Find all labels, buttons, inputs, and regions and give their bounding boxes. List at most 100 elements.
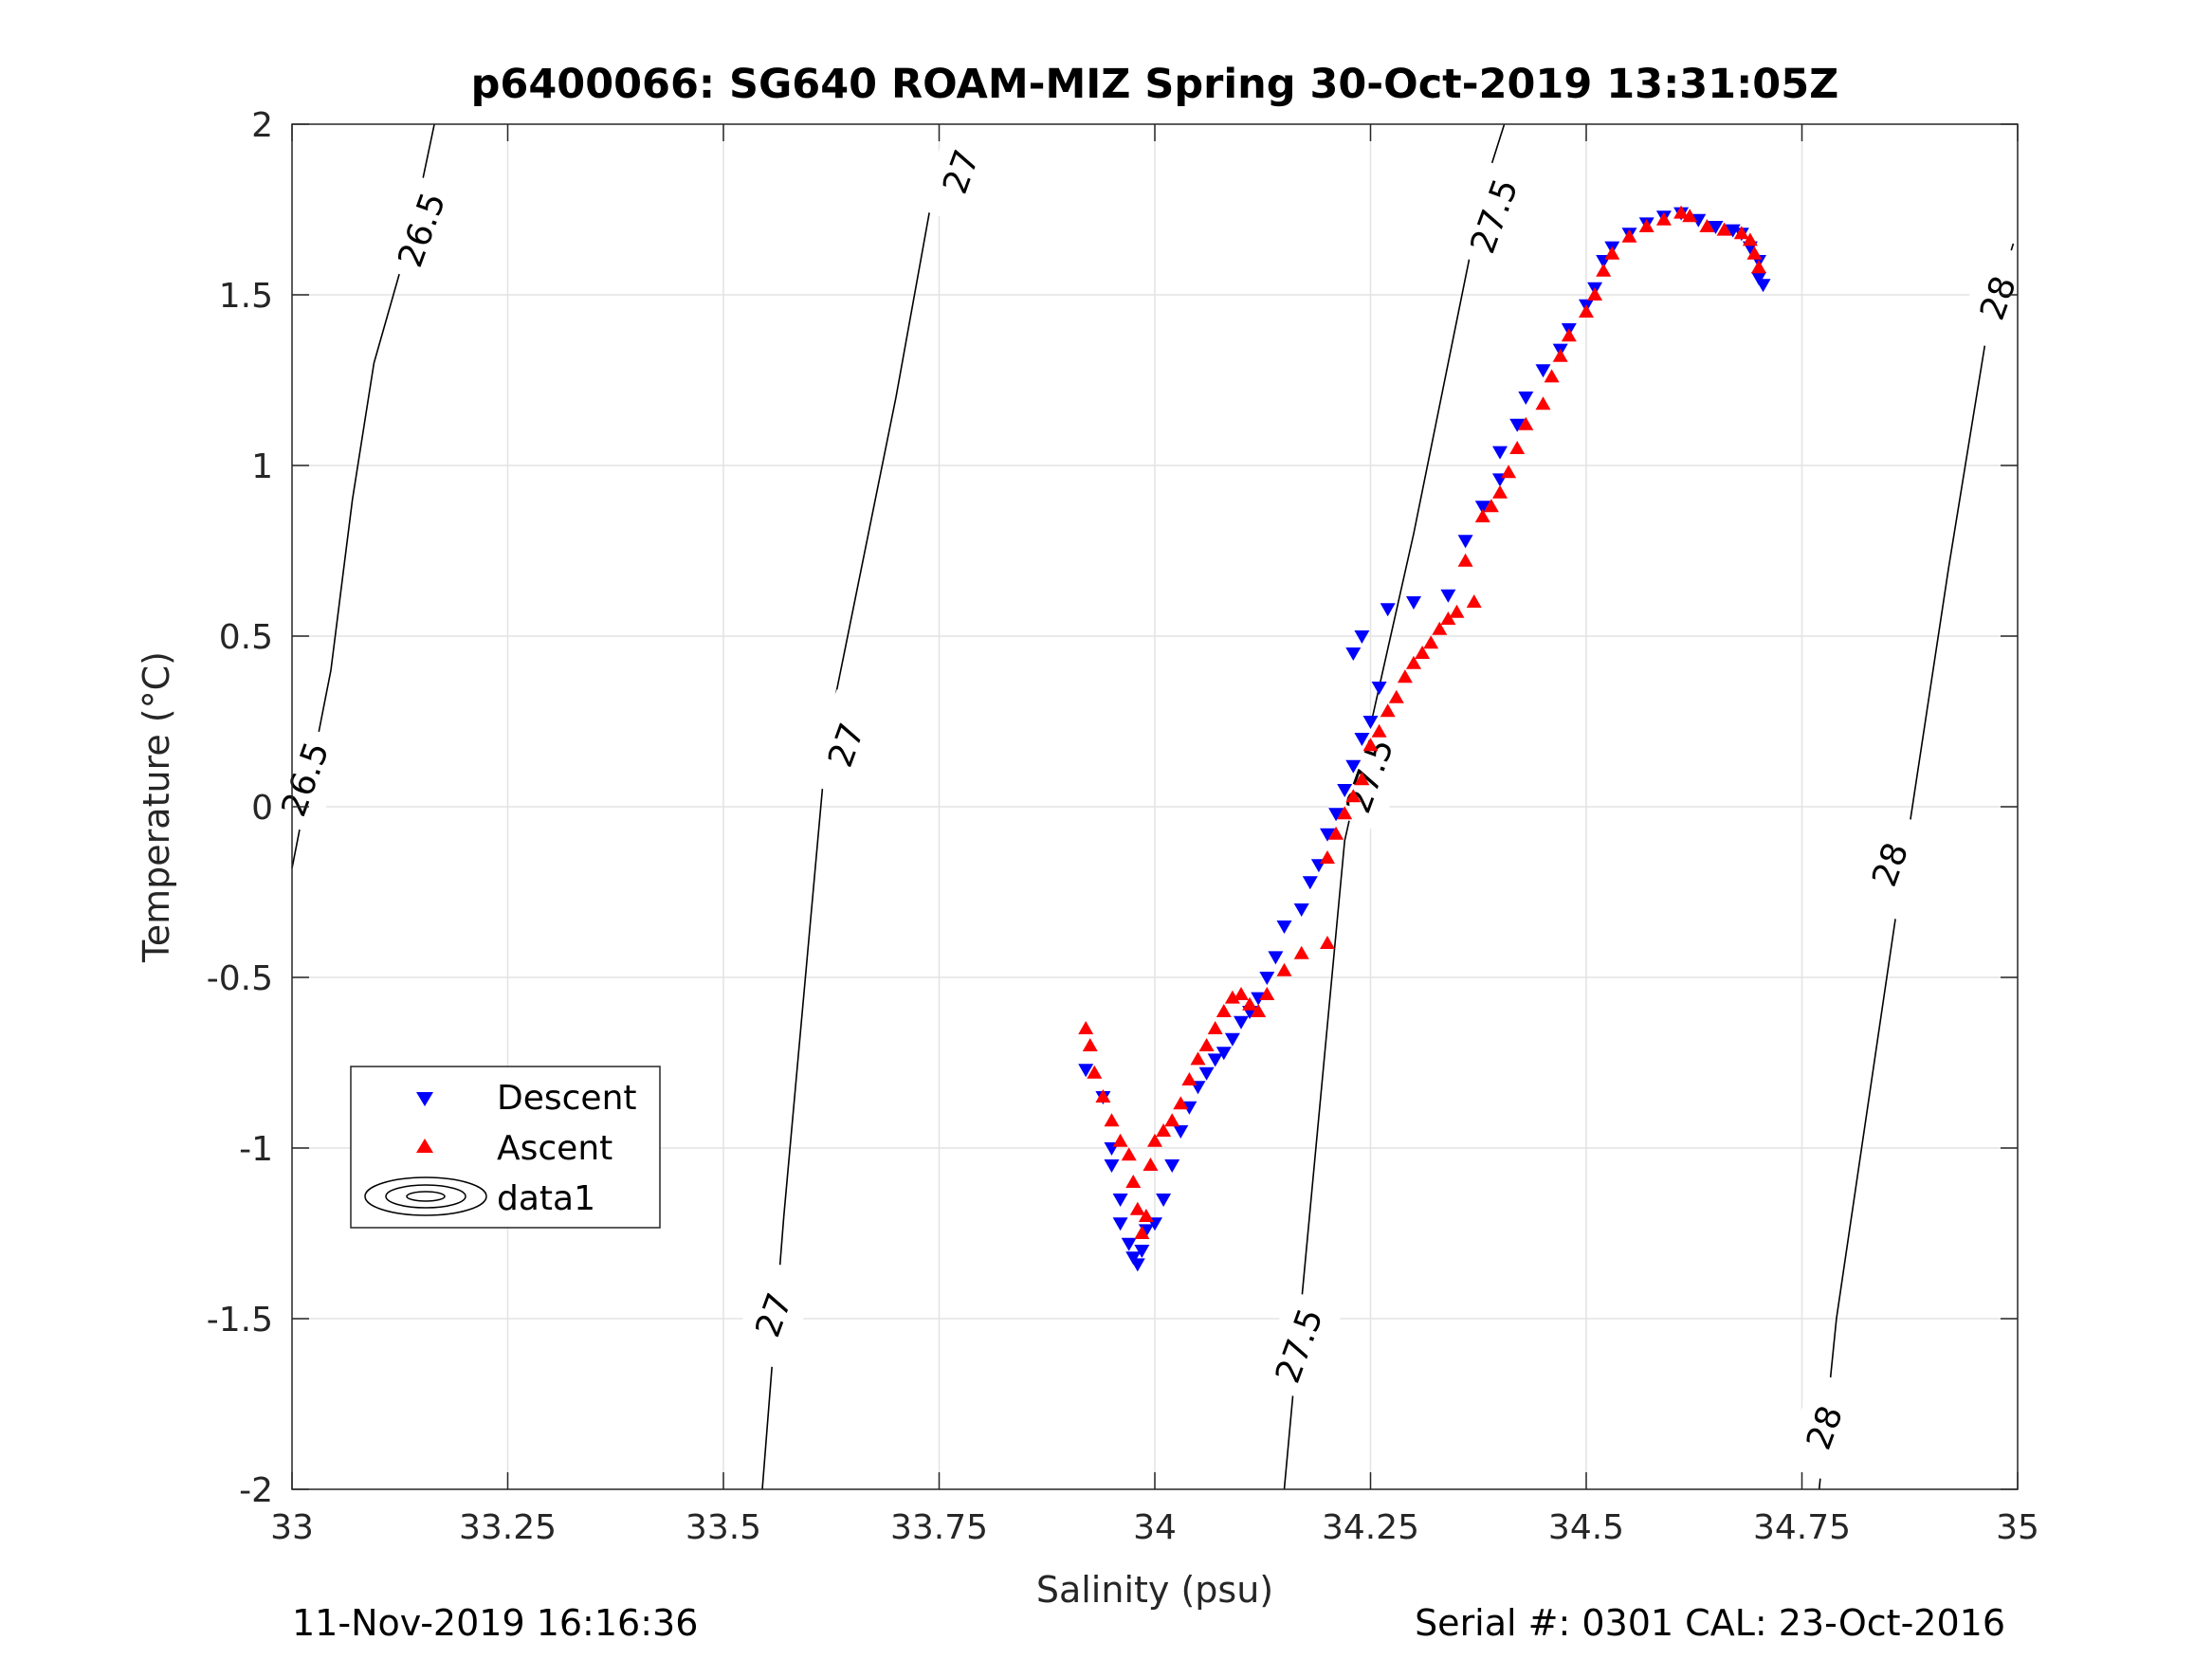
descent-point xyxy=(1535,364,1551,378)
generated-timestamp: 11-Nov-2019 16:16:36 xyxy=(292,1602,699,1644)
descent-point xyxy=(1164,1159,1180,1173)
contour-label-bg xyxy=(730,1259,818,1372)
descent-point xyxy=(1440,589,1456,603)
ascent-point xyxy=(1121,1147,1137,1161)
legend-descent-marker xyxy=(416,1092,433,1106)
ascent-point xyxy=(1579,304,1594,318)
legend: Descent Ascent data1 xyxy=(350,1066,661,1229)
x-tick-label: 34 xyxy=(1133,1508,1177,1547)
ascent-point xyxy=(1751,260,1766,274)
y-axis-label: Temperature (°C) xyxy=(136,651,177,963)
descent-point xyxy=(1121,1237,1137,1251)
ascent-point xyxy=(1173,1096,1189,1110)
descent-point xyxy=(1216,1047,1232,1061)
ascent-point xyxy=(1320,850,1335,864)
ascent-point xyxy=(1134,1226,1150,1239)
descent-point xyxy=(1129,1258,1145,1272)
ascent-point xyxy=(1164,1113,1180,1127)
ascent-point xyxy=(1198,1038,1215,1051)
chart-title: p6400066: SG640 ROAM-MIZ Spring 30-Oct-2… xyxy=(471,61,1839,108)
ascent-point xyxy=(1604,246,1620,260)
ascent-point xyxy=(1587,287,1603,301)
legend-ascent-label: Ascent xyxy=(497,1129,612,1168)
ascent-point xyxy=(1354,772,1370,786)
x-tick-label: 33.25 xyxy=(459,1508,557,1547)
descent-point xyxy=(1293,903,1309,917)
x-tick-label: 33 xyxy=(270,1508,314,1547)
ascent-point xyxy=(1699,219,1715,232)
legend-ascent-marker xyxy=(416,1139,433,1153)
descent-point xyxy=(1380,603,1396,617)
y-tick-label: -1.5 xyxy=(207,1301,273,1340)
descent-point xyxy=(1259,972,1275,985)
ascent-point xyxy=(1095,1089,1111,1103)
ascent-point xyxy=(1320,936,1335,949)
descent-point xyxy=(1345,647,1362,661)
ascent-point xyxy=(1156,1123,1172,1137)
ascent-point xyxy=(1388,689,1404,703)
descent-point xyxy=(1207,1053,1223,1067)
descent-point xyxy=(1198,1066,1215,1081)
descent-point xyxy=(1371,682,1387,695)
ascent-point xyxy=(1621,228,1637,243)
contour-label-bg xyxy=(1955,242,2042,355)
descent-point xyxy=(1751,272,1766,285)
ascent-point xyxy=(1466,594,1482,608)
descent-point xyxy=(1112,1217,1128,1231)
descent-point xyxy=(1518,392,1534,405)
descent-point xyxy=(1078,1064,1094,1078)
descent-point xyxy=(1234,1015,1249,1030)
ascent-point xyxy=(1432,621,1448,635)
ascent-point xyxy=(1104,1113,1120,1127)
ascent-point xyxy=(1457,553,1473,567)
ascent-point xyxy=(1474,509,1490,522)
contour-label-bg xyxy=(262,723,350,836)
legend-contour-label: data1 xyxy=(497,1179,595,1218)
ascent-point xyxy=(1440,611,1456,625)
descent-point xyxy=(1406,596,1421,610)
ascent-point xyxy=(1125,1175,1142,1188)
ascent-point xyxy=(1147,1133,1162,1147)
ascent-point xyxy=(1483,499,1499,513)
ascent-point xyxy=(1328,826,1344,840)
ascent-point xyxy=(1509,441,1526,454)
ascent-point xyxy=(1181,1072,1197,1085)
descent-point xyxy=(1112,1194,1128,1207)
ascent-point xyxy=(1655,211,1672,226)
contour-label-bg xyxy=(803,689,891,802)
y-tick-label: 1 xyxy=(251,447,273,486)
ascent-point xyxy=(1406,655,1421,669)
ascent-point xyxy=(1638,219,1654,232)
descent-point xyxy=(1354,733,1370,746)
descent-point xyxy=(1125,1251,1142,1266)
y-tick-label: 2 xyxy=(251,106,273,145)
ascent-point xyxy=(1552,348,1568,362)
legend-contour-icon xyxy=(364,1176,487,1216)
descent-point xyxy=(1509,418,1526,432)
x-axis-label: Salinity (psu) xyxy=(1036,1569,1273,1611)
contour-label-bg xyxy=(1451,160,1539,273)
ascent-point xyxy=(1371,723,1387,738)
descent-point xyxy=(1276,921,1292,934)
ascent-point xyxy=(1087,1065,1103,1079)
descent-point xyxy=(1354,630,1370,644)
ascent-point xyxy=(1673,205,1690,219)
contour-label-bg xyxy=(1782,1372,1870,1485)
x-tick-label: 34.75 xyxy=(1753,1508,1851,1547)
data-markers xyxy=(1078,205,1771,1272)
descent-point xyxy=(1224,1032,1240,1047)
descent-point xyxy=(1268,951,1284,965)
x-tick-label: 34.5 xyxy=(1548,1508,1624,1547)
ascent-point xyxy=(1112,1133,1128,1147)
ascent-point xyxy=(1742,232,1758,246)
y-tick-label: 1.5 xyxy=(219,277,273,316)
ascent-point xyxy=(1492,484,1508,499)
ascent-point xyxy=(1362,738,1379,752)
ascent-point xyxy=(1518,416,1534,430)
contour-label-bg xyxy=(378,173,466,286)
axis-ticks: 33 33.25 33.5 33.75 34 34.25 34.5 34.75 35 2 1.5 1 0… xyxy=(207,106,2039,1547)
descent-point xyxy=(1345,759,1362,774)
ascent-point xyxy=(1733,226,1749,240)
ascent-point xyxy=(1190,1051,1206,1066)
descent-point xyxy=(1492,446,1508,460)
